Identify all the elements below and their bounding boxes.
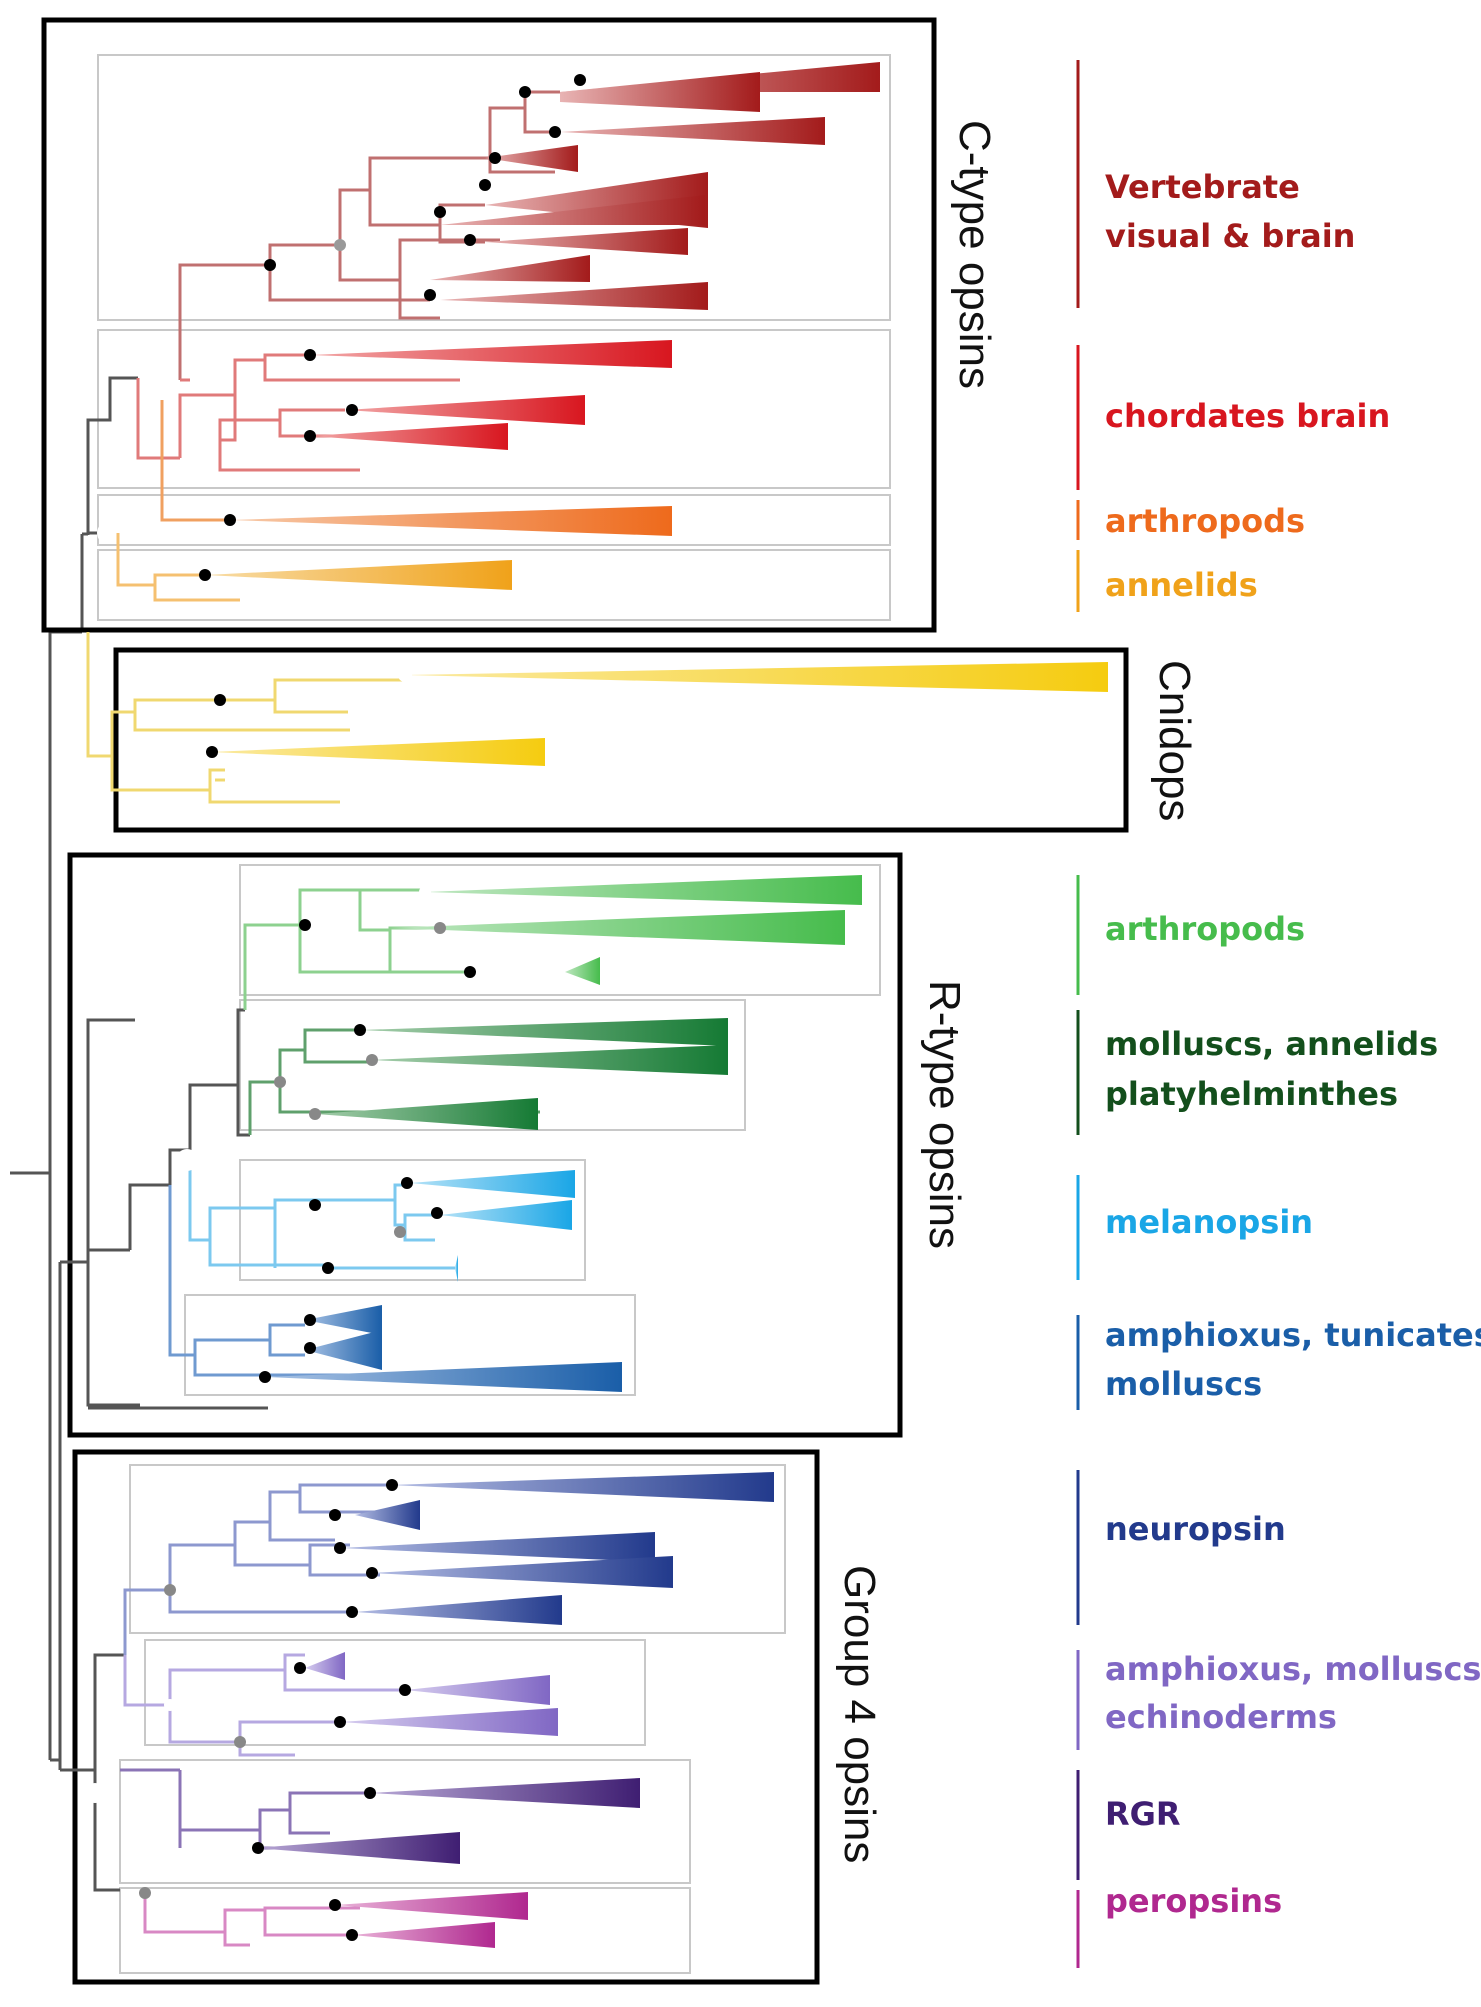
arthropods-r-subtree (243, 875, 862, 1010)
chordates-subtree (136, 340, 672, 472)
ctype-stem (86, 376, 138, 535)
vertebrate-label-2: visual & brain (1105, 217, 1355, 255)
amphioxus-4-label-1: amphioxus, molluscs (1105, 1650, 1481, 1688)
peropsins-label: peropsins (1105, 1882, 1282, 1920)
subclade-box-4-2 (144, 1639, 646, 1746)
rtype-box (67, 852, 903, 1438)
subclade-box-1-4 (97, 549, 891, 621)
subclade-box-3-4 (184, 1294, 636, 1396)
arthropods-r-label: arthropods (1105, 910, 1305, 948)
rtype-title: R-type opsins (920, 980, 969, 1249)
cnidops-box (113, 647, 1129, 833)
arthropods-c-subtree (97, 400, 672, 544)
subclade-box-4-1 (129, 1464, 786, 1634)
vertebrate-subtree (178, 62, 880, 380)
arthropods-c-label: arthropods (1105, 502, 1305, 540)
annelids-subtree (116, 533, 512, 602)
amphioxus-r-label-2: molluscs (1105, 1365, 1262, 1403)
group4-title: Group 4 opsins (835, 1565, 884, 1863)
melanopsin-label: melanopsin (1105, 1203, 1313, 1241)
subclade-box-4-3 (119, 1759, 691, 1884)
neuropsin-subtree (123, 1472, 774, 1655)
cnidops-group (86, 632, 1129, 833)
clade-labels: Vertebrate visual & brain chordates brai… (1076, 60, 1481, 1968)
vertebrate-label-1: Vertebrate (1105, 168, 1300, 206)
ctype-group (41, 17, 937, 633)
melanopsin-subtree (188, 1150, 575, 1282)
subclade-box-3-1 (239, 864, 881, 996)
group4-group (60, 1449, 820, 1985)
annelids-label: annelids (1105, 566, 1258, 604)
rgr-subtree (120, 1768, 640, 1864)
group4-box (72, 1449, 820, 1985)
amphioxus-4-subtree (123, 1652, 558, 1757)
subclade-box-4-4 (119, 1887, 691, 1974)
ctype-box (41, 17, 937, 633)
rgr-label: RGR (1105, 1795, 1181, 1833)
amphioxus-r-label-1: amphioxus, tunicates (1105, 1316, 1481, 1354)
cnidops-title: Cnidops (1150, 660, 1199, 821)
molluscs-subtree (248, 1018, 728, 1135)
subclade-box-1-1 (97, 54, 891, 321)
molluscs-label-1: molluscs, annelids (1105, 1025, 1438, 1063)
subclade-box-3-2 (239, 999, 746, 1131)
neuropsin-label: neuropsin (1105, 1510, 1286, 1548)
subclade-box-1-3 (97, 494, 891, 546)
chordates-label: chordates brain (1105, 397, 1390, 435)
amphioxus-4-label-2: echinoderms (1105, 1698, 1337, 1736)
molluscs-label-2: platyhelminthes (1105, 1075, 1398, 1113)
peropsins-subtree (139, 1887, 528, 1948)
ctype-title: C-type opsins (950, 120, 999, 389)
rtype-group (60, 852, 903, 1438)
subclade-box-1-2 (97, 329, 891, 489)
amphioxus-r-subtree (168, 1185, 622, 1392)
subclade-box-3-3 (239, 1159, 586, 1281)
